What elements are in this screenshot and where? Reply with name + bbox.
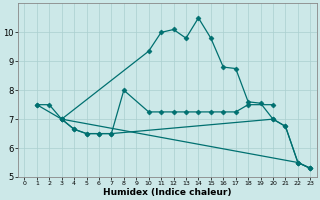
X-axis label: Humidex (Indice chaleur): Humidex (Indice chaleur) [103,188,232,197]
